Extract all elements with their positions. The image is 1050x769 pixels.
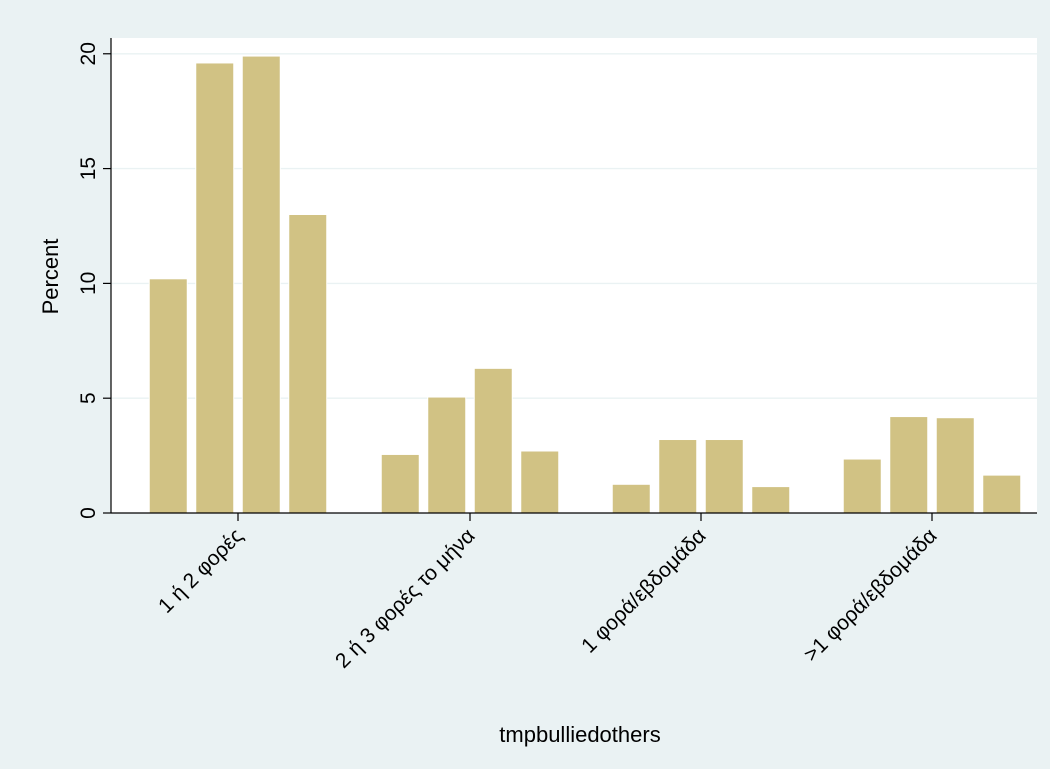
- y-tick-label: 10: [77, 272, 100, 295]
- y-tick-label: 0: [77, 507, 100, 519]
- bar: [935, 417, 975, 514]
- bar: [148, 278, 188, 514]
- bars: [148, 55, 1022, 514]
- bar: [473, 367, 513, 514]
- y-tick-label: 20: [77, 42, 100, 65]
- axes: [103, 38, 1037, 521]
- y-axis-title: Percent: [38, 239, 63, 315]
- bar: [288, 214, 328, 514]
- bar: [380, 453, 420, 514]
- bar: [520, 450, 560, 514]
- bar: [982, 474, 1022, 514]
- bar: [704, 439, 744, 514]
- bar: [889, 416, 929, 514]
- bar: [195, 62, 235, 514]
- y-tick-label: 15: [77, 157, 100, 180]
- bar: [427, 396, 467, 514]
- x-axis-title: tmpbulliedothers: [499, 722, 660, 747]
- bar: [241, 55, 281, 514]
- y-tick-label: 5: [77, 392, 100, 404]
- bar: [658, 439, 698, 514]
- bar: [611, 483, 651, 514]
- bar: [842, 458, 882, 514]
- bar: [751, 486, 791, 514]
